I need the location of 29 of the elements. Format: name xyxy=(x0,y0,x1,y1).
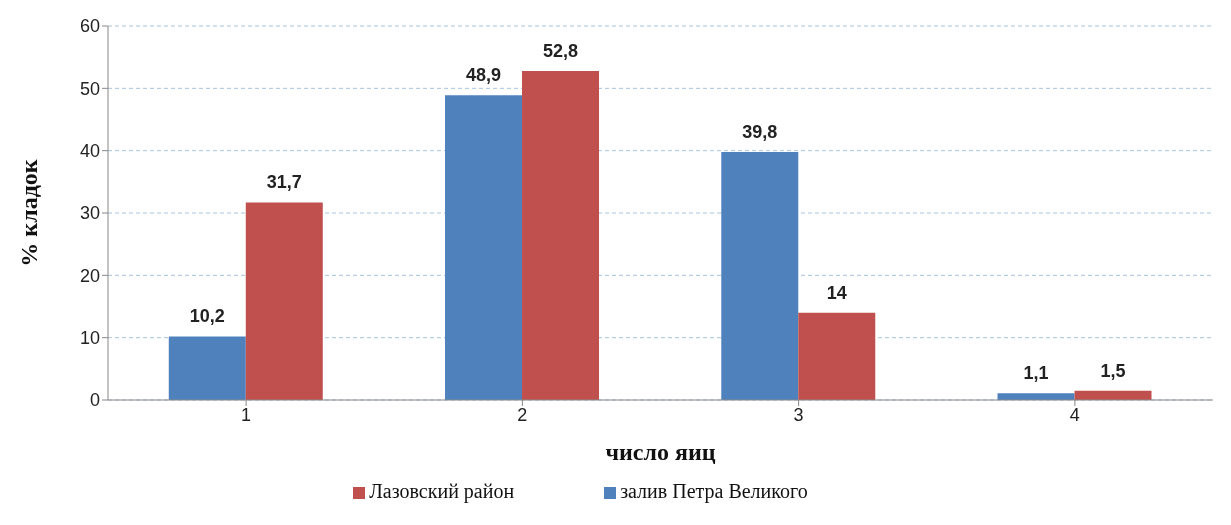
x-tick-label: 3 xyxy=(793,404,804,425)
data-label: 10,2 xyxy=(189,306,225,327)
data-label: 14 xyxy=(826,282,847,303)
bar xyxy=(445,95,523,400)
data-label: 52,8 xyxy=(543,40,579,61)
bar xyxy=(522,70,600,400)
x-tick-label: 2 xyxy=(517,404,528,425)
y-tick-label: 40 xyxy=(79,141,100,162)
bar xyxy=(721,151,799,400)
y-tick-label: 30 xyxy=(79,203,100,224)
y-tick-label: 10 xyxy=(79,328,100,349)
y-tick-label: 50 xyxy=(79,78,100,99)
bar xyxy=(245,202,323,400)
y-tick-label: 60 xyxy=(79,16,100,37)
data-label: 1,1 xyxy=(1023,363,1049,384)
data-label: 31,7 xyxy=(266,172,302,193)
bar xyxy=(168,336,246,400)
legend-label: Лазовский район xyxy=(369,480,515,502)
y-tick-label: 0 xyxy=(89,390,100,411)
y-tick-label: 20 xyxy=(79,265,100,286)
x-tick-label: 1 xyxy=(241,404,252,425)
bar xyxy=(798,312,876,400)
data-label: 48,9 xyxy=(466,65,502,86)
data-label: 39,8 xyxy=(742,121,778,142)
y-axis-title: % кладок xyxy=(15,159,42,267)
x-axis-title: число яиц xyxy=(605,439,716,465)
legend-label: залив Петра Великого xyxy=(620,480,808,502)
data-label: 1,5 xyxy=(1100,360,1126,381)
x-tick-label: 4 xyxy=(1069,404,1080,425)
